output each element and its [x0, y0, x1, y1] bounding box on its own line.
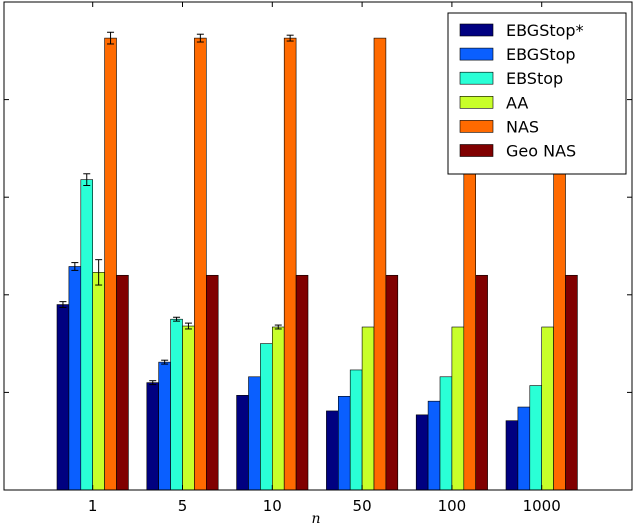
x-tick-label: 10: [263, 497, 282, 515]
bar-ebgstop-5: [158, 361, 171, 491]
legend-label-nas: NAS: [506, 117, 539, 136]
x-tick-label: 50: [353, 497, 372, 515]
bar-nas-5: [194, 37, 207, 491]
legend-label-ebgstop: EBGStop: [506, 45, 576, 64]
bar-geo-nas-5: [206, 274, 219, 491]
x-tick-label: 5: [178, 497, 188, 515]
legend-swatch-ebstop: [459, 71, 494, 85]
bar-ebgstop--5: [146, 382, 160, 491]
x-tick-label: 1000: [523, 497, 561, 515]
x-tick-label: 1: [88, 497, 98, 515]
bar-aa-100: [451, 326, 465, 491]
bar-aa-10: [271, 326, 285, 491]
bar-ebstop-10: [260, 343, 273, 491]
bar-aa-50: [361, 326, 375, 491]
bar-ebgstop-1000: [517, 406, 531, 491]
bar-geo-nas-100: [475, 274, 488, 491]
bar-aa-5: [182, 325, 195, 491]
legend-label-geo-nas: Geo NAS: [506, 142, 576, 161]
bar-aa-1: [92, 272, 105, 491]
bar-ebgstop--50: [326, 410, 339, 491]
bar-ebgstop--100: [415, 414, 429, 491]
legend-swatch-geo-nas: [459, 144, 494, 157]
legend-label-ebgstop-: EBGStop*: [506, 21, 584, 40]
legend-swatch-aa: [459, 96, 494, 109]
plot-frame: [3, 1, 633, 491]
bar-aa-1000: [541, 326, 554, 491]
bar-ebstop-5: [170, 318, 183, 491]
bar-nas-50: [373, 37, 387, 491]
bar-ebstop-1: [80, 179, 94, 491]
x-tick-label: 100: [438, 497, 467, 515]
legend-swatch-ebgstop-: [459, 23, 494, 37]
bar-ebgstop-10: [248, 376, 261, 491]
legend-label-ebstop: EBStop: [506, 69, 563, 88]
bar-ebgstop-1: [68, 266, 82, 491]
bar-geo-nas-50: [385, 274, 399, 491]
bar-ebstop-1000: [529, 385, 542, 491]
legend-swatch-nas: [459, 120, 494, 133]
bars-group: [56, 31, 578, 491]
bar-ebgstop--1: [56, 304, 70, 491]
x-axis-label: n: [311, 511, 320, 524]
bar-geo-nas-10: [295, 274, 309, 491]
bar-geo-nas-1: [116, 274, 129, 491]
legend-swatch-ebgstop: [459, 47, 494, 61]
bar-ebgstop--1000: [505, 420, 519, 491]
bar-ebgstop-50: [337, 395, 351, 491]
legend: EBGStop* EBGStop EBStop AA NAS Geo NAS: [447, 12, 627, 175]
bar-nas-10: [283, 37, 297, 491]
bar-ebgstop-100: [427, 400, 441, 491]
legend-label-aa: AA: [506, 93, 528, 112]
bar-ebgstop--10: [236, 395, 249, 491]
bar-ebstop-50: [349, 369, 363, 491]
bar-nas-1: [104, 37, 117, 491]
bar-ebstop-100: [439, 376, 453, 491]
bar-geo-nas-1000: [565, 274, 578, 491]
